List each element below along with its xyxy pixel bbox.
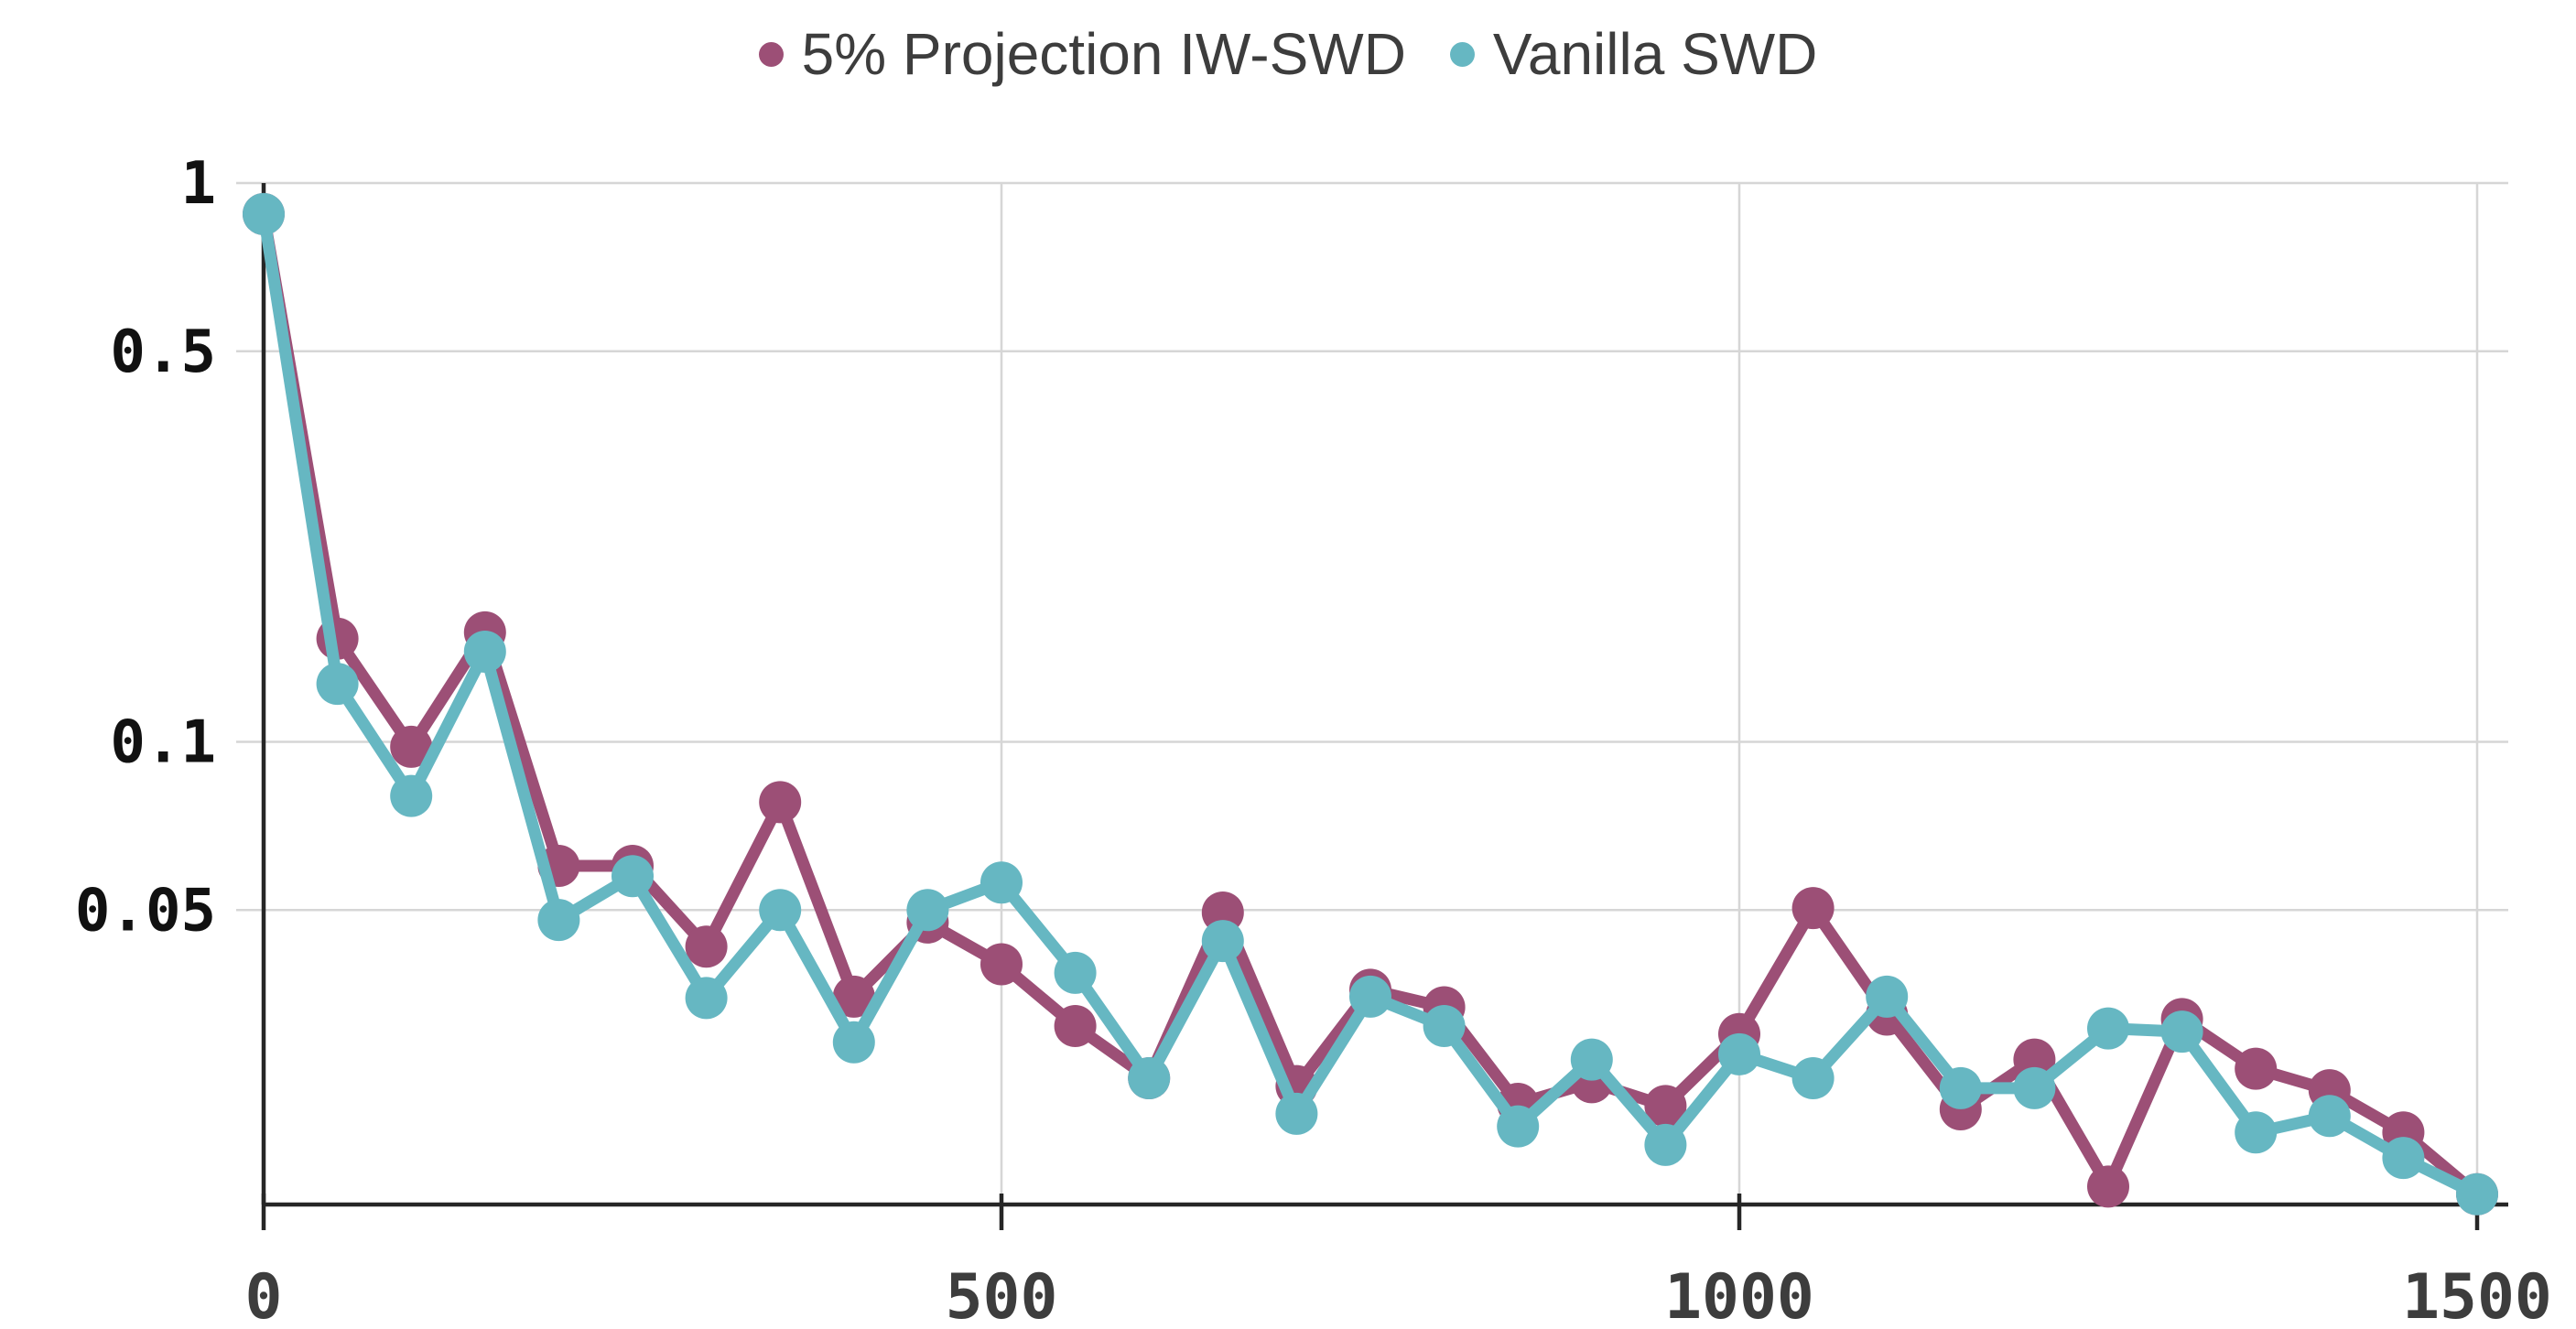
x-tick-label: 0 (245, 1261, 283, 1329)
series-marker (759, 889, 802, 932)
y-tick-label: 1 (180, 150, 216, 218)
legend-label-vanilla-swd: Vanilla SWD (1492, 21, 1818, 87)
series-marker (2013, 1066, 2056, 1109)
series-marker (1128, 1057, 1171, 1100)
series-marker (1349, 975, 1391, 1018)
legend-item-iw-swd[interactable]: 5% Projection IW-SWD (758, 20, 1406, 88)
series-marker (316, 663, 359, 706)
series-marker (2087, 1165, 2129, 1208)
series-marker (612, 855, 654, 898)
y-tick-label: 0.5 (110, 319, 216, 386)
legend: 5% Projection IW-SWD Vanilla SWD (0, 20, 2576, 88)
series-marker (390, 774, 433, 817)
series-marker (537, 899, 580, 942)
series-marker (2456, 1172, 2498, 1216)
series-marker (1275, 1092, 1318, 1135)
series-marker (980, 861, 1023, 904)
series-marker (1054, 1005, 1097, 1048)
y-tick-label: 0.05 (75, 877, 216, 945)
legend-label-iw-swd: 5% Projection IW-SWD (801, 21, 1406, 87)
y-tick-label: 0.1 (110, 709, 216, 777)
series-marker (832, 1021, 875, 1064)
legend-item-vanilla-swd[interactable]: Vanilla SWD (1449, 20, 1818, 88)
series-marker (1570, 1038, 1613, 1081)
series-marker (759, 781, 802, 824)
series-marker (463, 630, 506, 673)
series-marker (1497, 1105, 1540, 1148)
legend-marker-vanilla-swd-icon (1449, 41, 1475, 67)
series-marker (1791, 1057, 1835, 1100)
series-marker (1791, 887, 1835, 930)
series-marker (980, 943, 1023, 986)
series-marker (2308, 1095, 2351, 1138)
series-line-1 (257, 208, 2484, 1201)
series-marker (2160, 1010, 2203, 1053)
series-marker (1423, 1005, 1466, 1048)
series-marker (906, 889, 949, 932)
series-marker (685, 925, 728, 968)
series-marker (2235, 1111, 2278, 1154)
series-marker (2087, 1007, 2129, 1050)
series-marker (2235, 1047, 2278, 1090)
series-marker (390, 725, 433, 768)
series-marker (1054, 951, 1097, 994)
x-tick-label: 500 (946, 1261, 1058, 1329)
series-marker (1644, 1123, 1687, 1166)
series-marker (1644, 1085, 1687, 1128)
series-marker (2382, 1137, 2425, 1180)
series-marker (243, 192, 285, 235)
series-marker (1939, 1066, 1982, 1109)
series-line-0 (257, 208, 2484, 1201)
x-tick-label: 1500 (2402, 1261, 2552, 1329)
series-marker (1201, 920, 1244, 963)
series-marker (1718, 1032, 1760, 1075)
legend-marker-iw-swd-icon (758, 41, 784, 67)
series-marker (832, 975, 875, 1018)
series-marker (685, 977, 728, 1020)
x-tick-label: 1000 (1664, 1261, 1814, 1329)
series-marker (1866, 975, 1909, 1018)
